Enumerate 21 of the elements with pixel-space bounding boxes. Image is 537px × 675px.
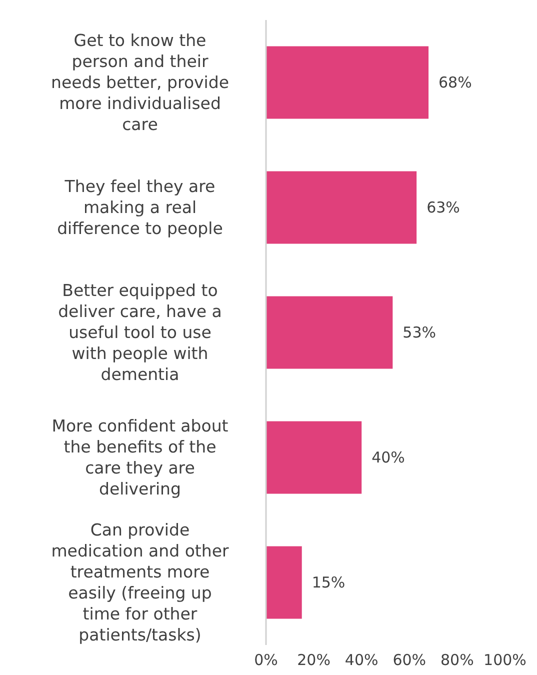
data-label: 15% [312, 574, 346, 592]
x-tick-label: 80% [440, 651, 474, 669]
x-tick-label: 40% [344, 651, 378, 669]
bar [266, 171, 417, 244]
data-label: 40% [372, 448, 405, 466]
data-label: 68% [438, 74, 472, 92]
bar [266, 546, 302, 619]
x-tick-label: 0% [254, 651, 278, 669]
x-tick-label: 20% [297, 651, 330, 669]
data-label: 53% [402, 324, 436, 342]
y-tick-label: Can provide medication and other treatments more easily (freeing up time for other patients/tasks) [51, 520, 229, 644]
bar [266, 421, 362, 494]
bar [266, 46, 429, 119]
x-tick-label: 60% [392, 651, 426, 669]
bar [266, 296, 393, 369]
x-tick-label: 100% [484, 651, 526, 669]
y-tick-label: More confident about the benefits of the care they are delivering [52, 416, 229, 498]
y-tick-label: Get to know the person and their needs better, provide more individualised care [50, 31, 230, 134]
y-tick-label: Better equipped to deliver care, have a useful tool to use with people with dementia [58, 281, 222, 384]
y-tick-label: They feel they are making a real difference to people [57, 177, 223, 238]
data-label: 63% [426, 198, 460, 216]
